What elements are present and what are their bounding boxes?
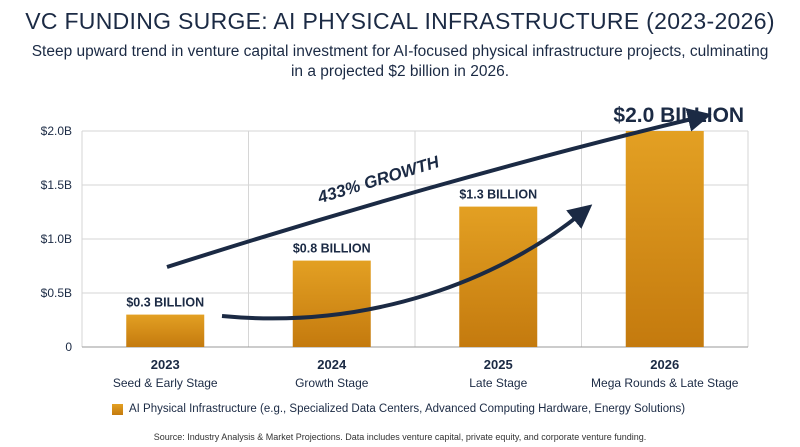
chart-subtitle: Steep upward trend in venture capital in… [31, 43, 769, 80]
data-label: $1.3 BILLION [459, 188, 537, 202]
bar-2023 [126, 314, 205, 347]
x-tick-sublabel: Late Stage [469, 376, 527, 390]
y-tick-label: $2.0B [41, 124, 72, 138]
bar-2024 [292, 260, 371, 347]
y-tick-label: $1.5B [41, 178, 72, 192]
source-note: Source: Industry Analysis & Market Proje… [153, 432, 647, 442]
growth-annotation: 433% GROWTH [315, 152, 442, 207]
y-tick-label: $0.5B [41, 286, 72, 300]
x-tick-label: 2024 [317, 357, 347, 372]
x-tick-sublabel: Growth Stage [295, 376, 369, 390]
chart-legend: AI Physical Infrastructure (e.g., Specia… [112, 401, 685, 417]
x-tick-sublabel: Seed & Early Stage [113, 376, 218, 390]
legend-label: AI Physical Infrastructure (e.g., Specia… [129, 403, 686, 415]
x-tick-label: 2023 [151, 357, 180, 372]
legend-swatch [112, 403, 123, 415]
x-tick-label: 2026 [650, 357, 679, 372]
chart-title: VC FUNDING SURGE: AI PHYSICAL INFRASTRUC… [25, 8, 775, 34]
x-tick-label: 2025 [484, 357, 513, 372]
bar-2026 [625, 131, 704, 347]
data-label: $0.8 BILLION [293, 242, 371, 256]
data-label: $0.3 BILLION [126, 296, 204, 310]
growth-arrow-lower [221, 204, 593, 321]
y-tick-label: 0 [65, 340, 72, 354]
growth-arrow-upper [166, 108, 712, 269]
bar-chart: 0 $0.5B $1.0B $1.5B $2.0B $0.3 BILLION 2023 See… [41, 104, 749, 390]
x-tick-sublabel: Mega Rounds & Late Stage [591, 376, 739, 390]
y-tick-label: $1.0B [41, 232, 72, 246]
data-label: $2.0 BILLION [613, 104, 744, 127]
